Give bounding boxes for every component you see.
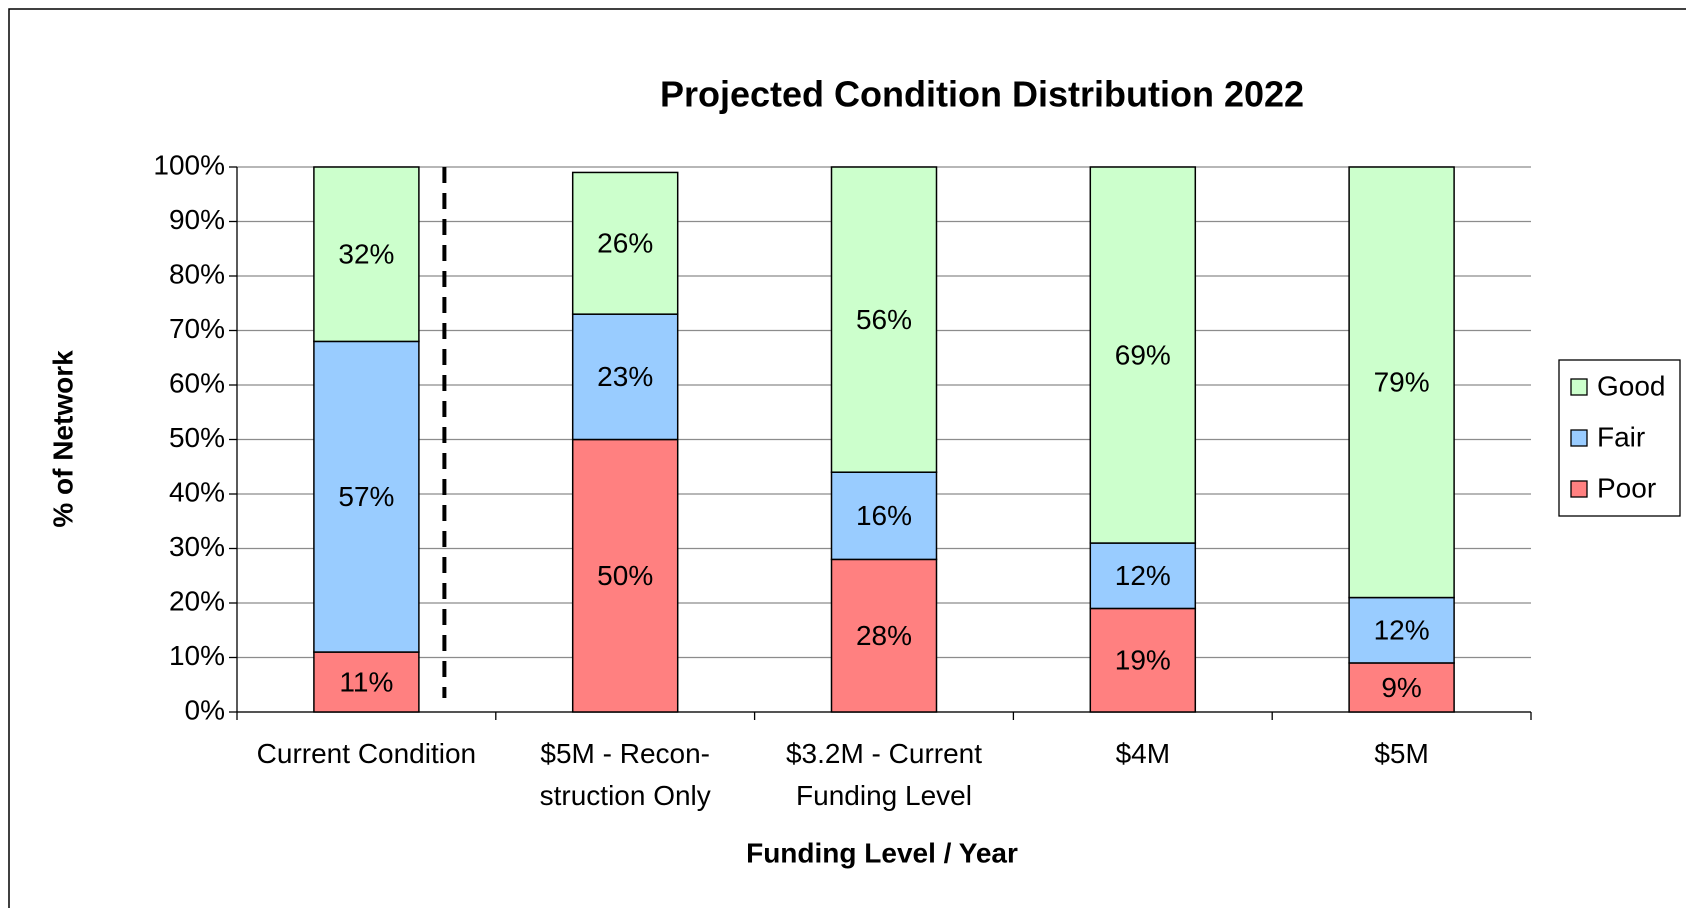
- data-label: 28%: [856, 620, 912, 651]
- x-tick-label-line: Funding Level: [796, 780, 972, 811]
- x-tick-label: $5M: [1374, 738, 1428, 769]
- data-label: 50%: [597, 560, 653, 591]
- x-tick-label-line: struction Only: [540, 780, 711, 811]
- y-axis-title: % of Network: [47, 350, 78, 528]
- x-tick-label: $4M: [1116, 738, 1170, 769]
- data-label: 12%: [1374, 615, 1430, 646]
- data-label: 9%: [1381, 672, 1421, 703]
- y-tick-label: 50%: [169, 422, 225, 453]
- legend-swatch: [1570, 378, 1588, 396]
- x-axis-title: Funding Level / Year: [746, 837, 1018, 868]
- data-label: 11%: [339, 666, 393, 697]
- y-tick-label: 100%: [153, 149, 225, 180]
- x-tick-label-line: $4M: [1116, 738, 1170, 769]
- y-tick-label: 20%: [169, 585, 225, 616]
- x-tick-label: $3.2M - Current Funding Level: [786, 738, 982, 811]
- y-tick-label: 10%: [169, 640, 225, 671]
- y-tick-label: 70%: [169, 313, 225, 344]
- legend-swatch: [1570, 429, 1588, 447]
- x-tick-label: $5M - Recon-struction Only: [540, 738, 711, 811]
- bar-segment: [1348, 166, 1455, 599]
- y-tick-label: 0%: [185, 694, 225, 725]
- bar-segment: [1089, 166, 1197, 544]
- data-label: 79%: [1374, 367, 1430, 398]
- y-tick-label: 30%: [169, 531, 225, 562]
- x-tick-label-line: $5M: [1374, 738, 1428, 769]
- bar-segment: [830, 166, 938, 473]
- bar-segment: [571, 171, 679, 315]
- y-tick-label: 40%: [169, 476, 225, 507]
- data-label: 12%: [1115, 560, 1171, 591]
- y-tick-label: 90%: [169, 204, 225, 235]
- legend-label: Poor: [1597, 472, 1656, 503]
- data-label: 19%: [1115, 645, 1171, 676]
- data-label: 56%: [856, 304, 912, 335]
- y-tick-label: 60%: [169, 367, 225, 398]
- bar-segment: [830, 558, 938, 713]
- bar-segment: [1089, 607, 1197, 713]
- data-label: 32%: [338, 239, 394, 270]
- x-tick-label-line: Current Condition: [257, 738, 476, 769]
- legend-swatch: [1570, 480, 1588, 498]
- data-label: 26%: [597, 228, 653, 259]
- x-tick-label: Current Condition: [257, 738, 476, 769]
- data-label: 16%: [856, 500, 912, 531]
- bar-segment: [313, 166, 420, 343]
- x-tick-label-line: $5M - Recon-: [540, 738, 710, 769]
- bar-segment: [313, 651, 420, 713]
- y-tick-label: 80%: [169, 258, 225, 289]
- bar-segment: [1089, 542, 1197, 610]
- legend-label: Good: [1597, 370, 1666, 401]
- data-label: 23%: [597, 361, 653, 392]
- data-label: 69%: [1115, 339, 1171, 370]
- bar-segment: [571, 438, 679, 713]
- x-tick-label-line: $3.2M - Current: [786, 738, 982, 769]
- legend-label: Fair: [1597, 421, 1645, 452]
- chart-title: Projected Condition Distribution 2022: [660, 74, 1304, 115]
- bar-segment: [571, 313, 679, 441]
- data-label: 57%: [338, 481, 394, 512]
